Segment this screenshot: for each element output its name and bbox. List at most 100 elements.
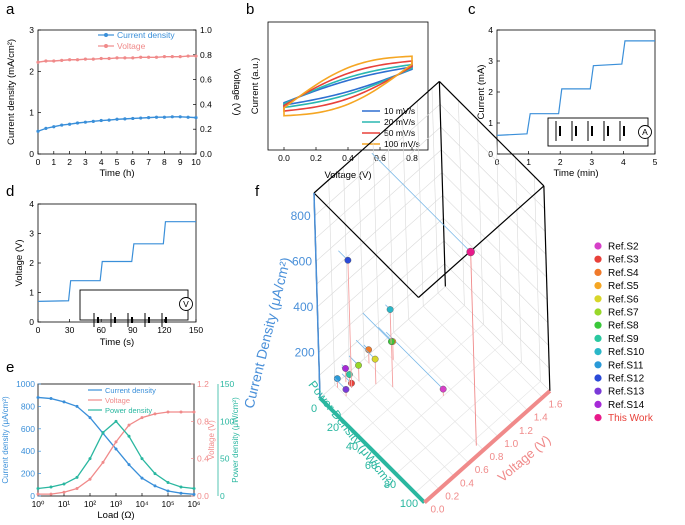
voltmeter-label: V (183, 299, 189, 309)
legend-label-8: Ref.S10 (608, 347, 645, 358)
battery-row (93, 313, 167, 327)
y-tick-label: 200 (21, 469, 35, 479)
x-tick-label: 0.6 (374, 153, 386, 163)
panel-b-xlabel: Voltage (V) (325, 170, 372, 181)
point-ref-s2 (439, 385, 447, 393)
y-tick-label: 600 (21, 424, 35, 434)
voltage-tick-label: 0.6 (475, 465, 489, 476)
power-tick-label: 100 (400, 498, 418, 510)
data-point (166, 481, 170, 485)
grid-line (315, 149, 442, 262)
grid-line (316, 172, 443, 285)
grid-line (423, 305, 528, 411)
drop-line (389, 309, 392, 344)
legend-marker (104, 44, 108, 48)
panel-b-plot: 0.0 0.2 0.4 0.6 0.8 (278, 55, 418, 163)
legend-label-6: Ref.S8 (608, 321, 639, 332)
y-tick-label: 0 (488, 149, 493, 159)
point-ref-s12 (344, 256, 352, 264)
data-point (101, 431, 105, 435)
data-point (44, 126, 48, 130)
grid-line (378, 345, 484, 451)
data-point (153, 412, 157, 416)
data-point (170, 115, 174, 119)
power-tick-label: 0 (311, 403, 317, 415)
voltmeter-icon (179, 297, 193, 311)
y2-tick-label: 1.2 (197, 379, 209, 389)
data-point (52, 59, 56, 63)
data-point (60, 58, 64, 62)
panel-b-ylabel: Current (a.u.) (250, 58, 261, 115)
panel-e-plot: 10⁰ 10¹ 10² 10³ 10⁴ 10⁵ 10⁶020040060080010000.… (16, 379, 234, 509)
panel-a-xlabel: Time (h) (99, 168, 134, 179)
legend-label-2: Ref.S4 (608, 268, 639, 279)
data-point (131, 116, 135, 121)
x-tick-label: 1 (51, 157, 56, 167)
grid-line (357, 324, 484, 437)
legend-label-0: Ref.S2 (608, 242, 639, 253)
legend-power-density: Power density (105, 406, 152, 415)
voltage-tick-label: 1.4 (534, 413, 548, 424)
legend-voltage: Voltage (105, 396, 130, 405)
panel-c-xlabel: Time (min) (553, 168, 598, 179)
x-tick-label: 2 (67, 157, 72, 167)
box-edge (313, 80, 440, 194)
data-point (88, 457, 92, 461)
legend-marker-7 (594, 334, 602, 342)
x-tick-label: 10¹ (58, 499, 70, 509)
grid-line (338, 305, 465, 418)
legend-label-9: Ref.S11 (608, 360, 644, 371)
data-point (140, 416, 144, 420)
data-point (60, 123, 64, 127)
data-point (68, 122, 72, 126)
y-tick-label: 3 (29, 25, 34, 35)
data-point (36, 395, 40, 399)
grid-line (357, 153, 365, 359)
legend-100mvs: 100 mV/s (384, 139, 420, 149)
grid-line (444, 263, 550, 369)
data-point (62, 490, 66, 494)
y2-tick-label: 0.2 (200, 124, 212, 134)
drop-line (347, 260, 353, 388)
data-point (162, 115, 166, 119)
grid-line (402, 114, 409, 320)
grid-line (318, 240, 445, 353)
data-point (194, 54, 198, 58)
x-tick-label: 10⁰ (32, 499, 45, 509)
legend-marker-4 (594, 295, 602, 303)
data-point (186, 115, 190, 119)
x-tick-label: 5 (115, 157, 120, 167)
data-point (83, 57, 87, 61)
panel-d-ylabel: Voltage (V) (14, 240, 25, 287)
legend-marker-1 (594, 255, 602, 263)
panel-b-legend: 10 mV/s 20 mV/s 50 mV/s 100 mV/s (362, 106, 420, 149)
x-tick-label: 10⁶ (188, 499, 201, 509)
point-ref-s4 (365, 346, 372, 354)
panel-e-ylabel: Current density (μA/cm²) (1, 396, 10, 484)
point-ref-s13 (342, 386, 350, 393)
data-point (91, 119, 95, 123)
x-tick-label: 0.2 (310, 153, 322, 163)
data-point (153, 484, 157, 488)
data-point (99, 56, 103, 61)
box-edge (313, 192, 419, 298)
x-tick-label: 0.0 (278, 153, 290, 163)
data-point (68, 58, 72, 62)
data-point (140, 476, 144, 480)
grid-line (440, 126, 546, 232)
x-tick-label: 3 (589, 157, 594, 167)
data-point (36, 487, 40, 491)
grid-line (364, 358, 469, 464)
voltage-axis (423, 389, 552, 504)
panel-c-letter: c (468, 1, 476, 18)
x-tick-label: 120 (157, 325, 171, 335)
panel-d-circuit: V (79, 289, 193, 327)
grid-line (477, 119, 484, 325)
grid-line (376, 343, 503, 456)
y-tick-label: 800 (21, 401, 35, 411)
data-point (75, 487, 79, 491)
grid-line (441, 149, 547, 255)
